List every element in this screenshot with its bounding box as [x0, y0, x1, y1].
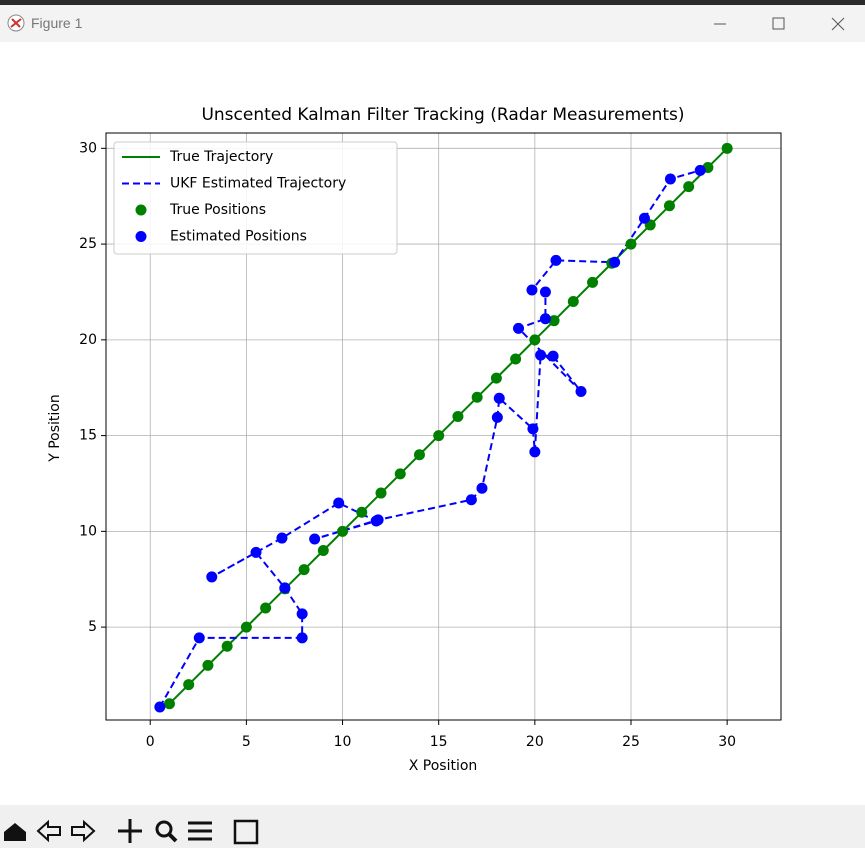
- point: [625, 238, 637, 250]
- legend-label: UKF Estimated Trajectory: [170, 176, 346, 192]
- point: [663, 200, 675, 212]
- legend-swatch: [135, 204, 147, 216]
- point: [550, 254, 562, 266]
- point: [567, 296, 579, 308]
- point: [575, 386, 587, 398]
- point: [547, 350, 559, 362]
- x-tick-label: 0: [146, 734, 155, 750]
- window-controls[interactable]: [700, 13, 860, 35]
- point: [317, 545, 329, 557]
- point: [163, 698, 175, 710]
- point: [298, 564, 310, 576]
- app-icon: [7, 14, 25, 32]
- point: [394, 468, 406, 480]
- x-tick-label: 25: [622, 734, 640, 750]
- point: [372, 514, 384, 526]
- point: [526, 284, 538, 296]
- y-tick-label: 15: [79, 428, 97, 444]
- point: [296, 632, 308, 644]
- toolbar: [0, 805, 865, 848]
- point: [279, 582, 291, 594]
- point: [721, 142, 733, 154]
- point: [202, 659, 214, 671]
- point: [529, 334, 541, 346]
- point: [548, 315, 560, 327]
- point: [309, 533, 321, 545]
- point: [609, 256, 621, 268]
- x-axis-label: X Position: [409, 758, 478, 774]
- back-button[interactable]: [36, 819, 61, 843]
- toolbar-icons: [4, 819, 259, 845]
- point: [375, 487, 387, 499]
- taskbar-strip: [0, 0, 865, 5]
- point: [493, 392, 505, 404]
- legend-label: Estimated Positions: [170, 229, 307, 245]
- point: [527, 423, 539, 435]
- pan-button[interactable]: [118, 819, 142, 843]
- home-button[interactable]: [4, 823, 26, 841]
- point: [206, 571, 218, 583]
- point: [638, 212, 650, 224]
- point: [240, 621, 252, 633]
- close[interactable]: [831, 17, 845, 31]
- y-axis-label: Y Position: [47, 394, 63, 463]
- point: [183, 679, 195, 691]
- forward-button[interactable]: [71, 819, 96, 843]
- point: [221, 640, 233, 652]
- point: [587, 276, 599, 288]
- x-tick-label: 15: [430, 734, 448, 750]
- point: [193, 632, 205, 644]
- point: [333, 497, 345, 509]
- save-button[interactable]: [233, 819, 259, 845]
- chart-title: Unscented Kalman Filter Tracking (Radar …: [201, 105, 684, 125]
- series-line: [158, 169, 701, 708]
- point: [535, 349, 547, 361]
- legend-label: True Trajectory: [169, 149, 273, 165]
- point: [250, 546, 262, 558]
- window-title: Figure 1: [31, 15, 83, 31]
- y-tick-label: 25: [79, 236, 97, 252]
- x-tick-label: 30: [718, 734, 736, 750]
- point: [491, 411, 503, 423]
- point: [476, 482, 488, 494]
- point: [356, 506, 368, 518]
- point: [465, 494, 477, 506]
- point: [510, 353, 522, 365]
- legend-box: [113, 141, 398, 255]
- plot-frame: [105, 132, 782, 721]
- legend-swatch: [135, 231, 147, 242]
- point: [276, 532, 288, 544]
- chart: Unscented Kalman Filter Tracking (Radar …: [47, 105, 782, 774]
- y-tick-label: 20: [79, 332, 97, 348]
- point: [433, 430, 445, 442]
- point: [694, 164, 706, 176]
- point: [529, 446, 541, 458]
- point: [683, 181, 695, 193]
- point: [471, 391, 483, 403]
- x-tick-label: 20: [526, 734, 544, 750]
- point: [539, 313, 551, 325]
- point: [296, 608, 308, 620]
- x-tick-label: 5: [242, 734, 251, 750]
- point: [452, 410, 464, 422]
- legend-label: True Positions: [169, 202, 266, 218]
- title-bar: Figure 1: [0, 5, 865, 42]
- y-tick-label: 30: [79, 140, 97, 156]
- zoom-button[interactable]: [155, 820, 178, 843]
- point: [513, 322, 524, 334]
- point: [260, 602, 272, 614]
- y-tick-label: 10: [79, 523, 97, 539]
- y-tick-label: 5: [88, 619, 97, 635]
- point: [337, 525, 349, 537]
- configure-button[interactable]: [188, 821, 212, 841]
- point: [413, 449, 425, 461]
- point: [539, 286, 551, 298]
- point: [154, 701, 166, 713]
- maximize[interactable]: [772, 17, 785, 30]
- point: [490, 372, 502, 384]
- x-tick-label: 10: [334, 734, 352, 750]
- point: [664, 173, 676, 185]
